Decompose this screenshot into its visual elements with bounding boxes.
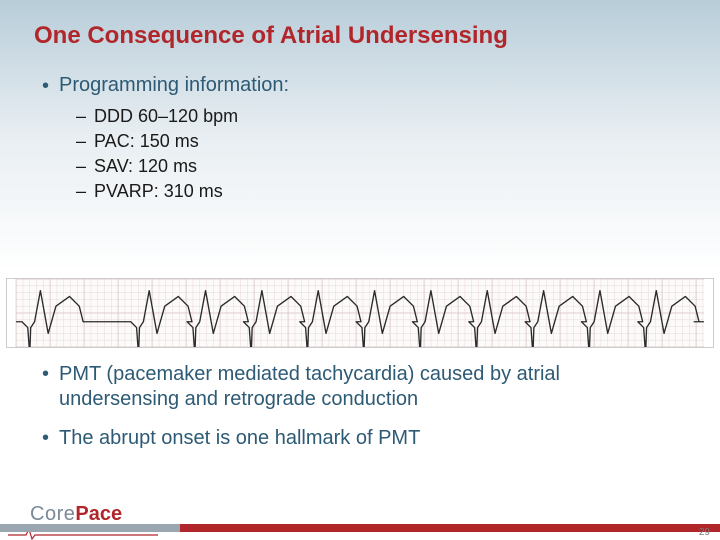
slide: One Consequence of Atrial Undersensing •… xyxy=(0,0,720,540)
dash-icon: – xyxy=(76,106,86,127)
bullet-text: PMT (pacemaker mediated tachycardia) cau… xyxy=(59,362,682,412)
content-upper: • Programming information: –DDD 60–120 b… xyxy=(42,74,682,206)
dash-icon: – xyxy=(76,156,86,177)
bullet-lower: • PMT (pacemaker mediated tachycardia) ca… xyxy=(42,362,682,412)
sub-bullet-text: PAC: 150 ms xyxy=(94,131,199,152)
bullet-dot-icon: • xyxy=(42,362,49,386)
logo-text-pace: Pace xyxy=(75,503,122,525)
page-number: 29 xyxy=(699,527,710,538)
footer-bar xyxy=(0,524,720,532)
dash-icon: – xyxy=(76,131,86,152)
footer: CorePace 29 xyxy=(0,506,720,540)
logo: CorePace xyxy=(28,503,124,526)
ecg-waveform xyxy=(7,279,713,347)
bullet-dot-icon: • xyxy=(42,426,49,450)
footer-bar-grey xyxy=(0,524,180,532)
bullet-programming-info: • Programming information: xyxy=(42,74,682,98)
sub-bullet: –PAC: 150 ms xyxy=(76,131,682,152)
bullet-lower: • The abrupt onset is one hallmark of PMT xyxy=(42,426,682,451)
slide-title: One Consequence of Atrial Undersensing xyxy=(34,22,508,50)
bullet-text: Programming information: xyxy=(59,74,289,97)
dash-icon: – xyxy=(76,181,86,202)
sub-bullet: –PVARP: 310 ms xyxy=(76,181,682,202)
sub-bullet: –DDD 60–120 bpm xyxy=(76,106,682,127)
sub-bullet: –SAV: 120 ms xyxy=(76,156,682,177)
content-lower: • PMT (pacemaker mediated tachycardia) ca… xyxy=(42,362,682,465)
footer-bar-red xyxy=(180,524,720,532)
sub-bullet-text: DDD 60–120 bpm xyxy=(94,106,238,127)
bullet-text: The abrupt onset is one hallmark of PMT xyxy=(59,426,420,451)
sub-bullet-text: SAV: 120 ms xyxy=(94,156,197,177)
ecg-strip xyxy=(6,278,714,348)
sub-bullet-text: PVARP: 310 ms xyxy=(94,181,223,202)
bullet-dot-icon: • xyxy=(42,74,49,98)
logo-text-core: Core xyxy=(30,503,75,525)
